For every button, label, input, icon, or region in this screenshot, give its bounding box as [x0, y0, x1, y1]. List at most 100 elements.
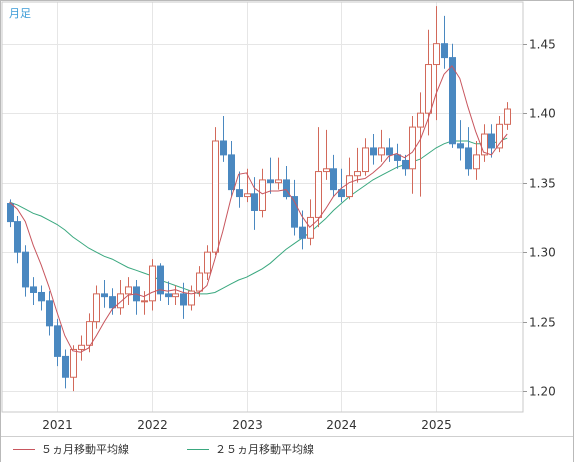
candle [101, 279, 108, 308]
candle-body [275, 179, 282, 184]
x-tick-label: 2024 [326, 418, 357, 432]
candle-body [212, 140, 219, 253]
y-tick-label: 1.40 [529, 107, 556, 121]
candle [362, 138, 369, 176]
y-tick-label: 1.25 [529, 316, 556, 330]
candle [417, 92, 424, 197]
candle [504, 102, 511, 130]
candle [204, 245, 211, 280]
candle-body [362, 147, 369, 173]
candle [62, 349, 69, 389]
candle-body [46, 300, 53, 327]
candle-body [259, 179, 266, 211]
candle-body [86, 321, 93, 346]
candle-body [425, 64, 432, 114]
candle [70, 345, 77, 392]
x-tick-label: 2025 [421, 418, 452, 432]
candle [315, 127, 322, 228]
candle-body [165, 293, 172, 298]
candles-layer [7, 6, 511, 392]
x-tick-label: 2021 [42, 418, 73, 432]
candle [441, 15, 448, 69]
candle [259, 168, 266, 218]
candle-body [188, 290, 195, 306]
candle-body [236, 189, 243, 198]
y-tick-label: 1.20 [529, 385, 556, 399]
ma5-line [9, 65, 508, 353]
candle [141, 291, 148, 315]
candle-body [101, 293, 108, 298]
candle [386, 138, 393, 162]
plot-border [1, 1, 524, 413]
candle [425, 29, 432, 136]
candle-body [180, 293, 187, 306]
candle-body [228, 154, 235, 191]
candle-body [386, 147, 393, 156]
candle-body [441, 43, 448, 59]
candle [236, 171, 243, 208]
axes-layer: 1.20 1.25 1.30 1.35 1.40 1.45 2021 2022 2023 2024… [1, 1, 556, 432]
candle-body [204, 251, 211, 274]
candle-body [157, 265, 164, 295]
candle [22, 245, 29, 297]
candle-body [172, 293, 179, 298]
candle-body [457, 143, 464, 149]
candle-body [504, 108, 511, 125]
candle-body [378, 147, 385, 156]
candle-body [354, 171, 361, 177]
candle-body [299, 226, 306, 239]
candle-body [449, 57, 456, 145]
candle [283, 166, 290, 200]
candle [117, 279, 124, 315]
x-tick-label: 2022 [137, 418, 168, 432]
candle-body [7, 203, 14, 223]
legend-label-ma25: ２５ヵ月移動平均線 [215, 443, 314, 456]
candle [496, 115, 503, 153]
legend: ５ヵ月移動平均線 ２５ヵ月移動平均線 [1, 436, 573, 462]
ma25-layer [9, 137, 508, 295]
candle [172, 285, 179, 305]
y-tick-label: 1.35 [529, 177, 556, 191]
candle-body [473, 154, 480, 170]
candle-body [465, 147, 472, 170]
candle-body [496, 123, 503, 149]
candle-body [149, 265, 156, 302]
candle [465, 127, 472, 176]
candle-body [93, 293, 100, 323]
candle [473, 140, 480, 180]
candle-body [117, 293, 124, 309]
candle [14, 216, 21, 264]
candle-body [283, 179, 290, 198]
candle [354, 147, 361, 183]
candle [291, 179, 298, 236]
candle-body [196, 272, 203, 292]
candle [109, 288, 116, 315]
legend-line-ma5 [13, 449, 35, 450]
y-tick-label: 1.45 [529, 38, 556, 52]
candle [307, 199, 314, 246]
candle-body [109, 296, 116, 309]
candle-body [251, 193, 258, 211]
candle-body [370, 147, 377, 156]
x-tick-label: 2023 [232, 418, 263, 432]
candle-body [433, 43, 440, 66]
candle-body [394, 154, 401, 161]
candle [457, 120, 464, 161]
candle-body [220, 140, 227, 156]
candle-body [307, 216, 314, 239]
legend-label-ma5: ５ヵ月移動平均線 [41, 443, 129, 456]
candle [93, 285, 100, 329]
candle [378, 129, 385, 162]
candle-body [30, 286, 37, 293]
monthly-candlestick-chart: 1.20 1.25 1.30 1.35 1.40 1.45 2021 2022 2023 2024… [1, 1, 556, 432]
candle [394, 143, 401, 169]
candle-body [338, 189, 345, 198]
candle [149, 259, 156, 311]
candle-body [481, 133, 488, 156]
candle [409, 115, 416, 194]
candle [481, 124, 488, 162]
candle-body [70, 348, 77, 378]
candle [330, 154, 337, 197]
candle-body [14, 221, 21, 253]
